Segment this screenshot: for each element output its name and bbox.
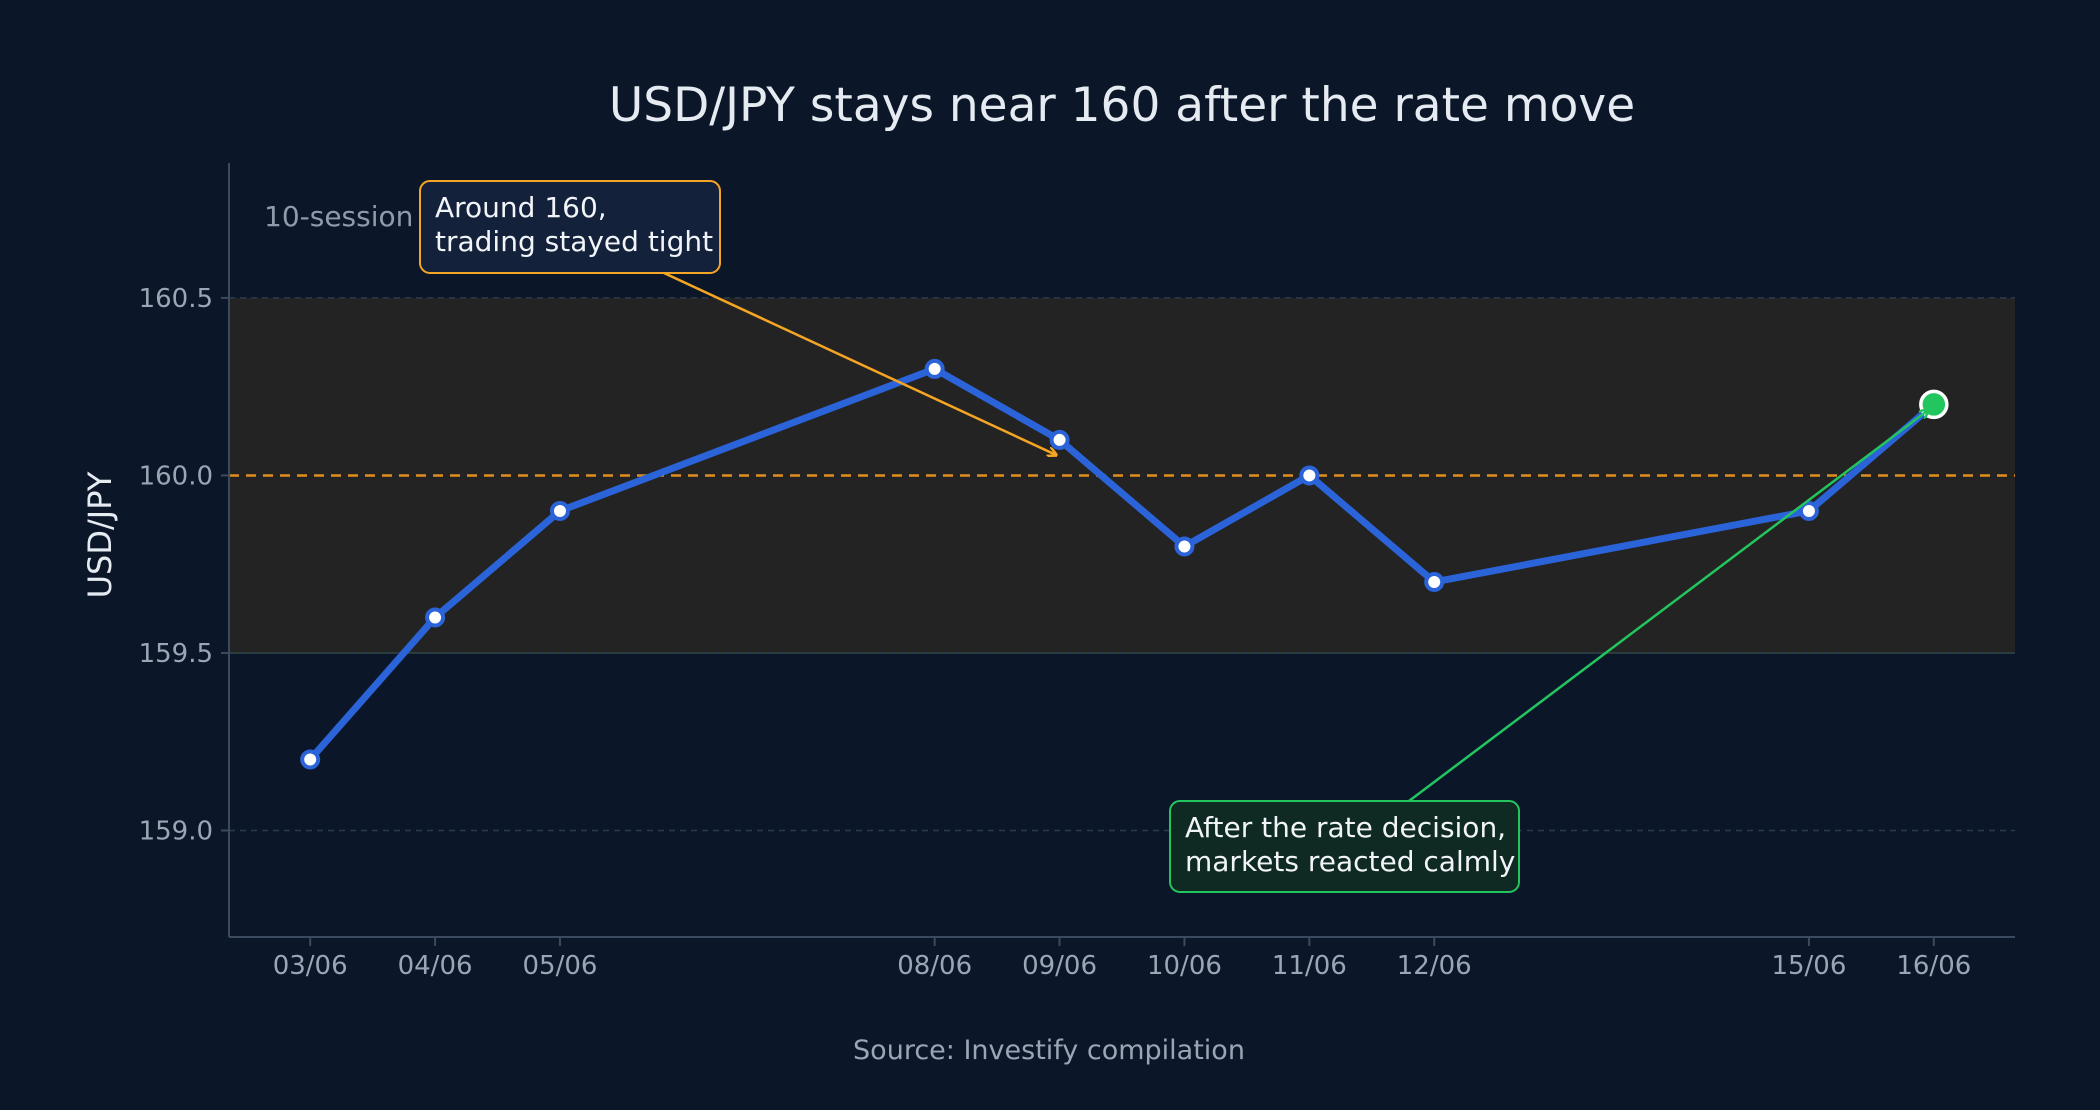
grid-layer	[229, 297, 2015, 832]
x-tick-label: 12/06	[1397, 951, 1472, 981]
annotation-rate-decision: After the rate decision,markets reacted …	[1169, 800, 1520, 893]
x-tick-label: 08/06	[897, 951, 972, 981]
series-line	[306, 365, 1938, 763]
source-note: Source: Investify compilation	[853, 1035, 1245, 1066]
annotation-text: Around 160,	[435, 191, 607, 224]
series-layer	[300, 358, 1949, 770]
y-tick-label: 160.5	[139, 284, 213, 314]
data-point	[300, 749, 321, 770]
x-tick-labels: 03/06 04/06 05/06 08/06 09/06 10/06 11/06 12/06…	[273, 937, 1971, 981]
x-tick-label: 09/06	[1022, 951, 1097, 981]
y-tick-labels: 159.0 159.5 160.0 160.5	[139, 284, 229, 846]
axis-layer	[228, 163, 2015, 938]
y-tick-label: 159.0	[139, 816, 213, 846]
band-label: 10-session	[264, 200, 413, 233]
x-tick-label: 15/06	[1771, 951, 1846, 981]
x-tick-label: 03/06	[273, 951, 348, 981]
data-point	[924, 358, 945, 379]
x-tick-label: 11/06	[1272, 951, 1347, 981]
annotation-box	[1169, 800, 1520, 893]
annotation-rate-decision-arrow	[1408, 410, 1928, 802]
data-point	[1798, 500, 1819, 521]
y-axis-title: USD/JPY	[81, 471, 119, 598]
y-tick-label: 159.5	[139, 639, 213, 669]
annotation-text: trading stayed tight	[435, 225, 713, 258]
data-point	[1299, 465, 1320, 486]
data-point	[549, 500, 570, 521]
annotation-rate-range-arrow	[663, 271, 1056, 455]
x-tick-label: 04/06	[398, 951, 473, 981]
annotation-layer: Around 160,trading stayed tight After the…	[419, 180, 1928, 893]
data-point	[425, 607, 446, 628]
data-point	[1424, 571, 1445, 592]
annotation-box	[419, 180, 721, 274]
annotation-text: markets reacted calmly	[1185, 845, 1515, 878]
x-tick-label: 10/06	[1147, 951, 1222, 981]
x-tick-label: 05/06	[523, 951, 598, 981]
data-point	[1174, 536, 1195, 557]
x-tick-label: 16/06	[1896, 951, 1971, 981]
chart-title: USD/JPY stays near 160 after the rate mo…	[609, 78, 1635, 133]
y-tick-label: 160.0	[139, 461, 213, 491]
data-point	[1049, 429, 1070, 450]
annotation-rate-range: Around 160,trading stayed tight	[419, 180, 721, 274]
annotation-text: After the rate decision,	[1185, 811, 1506, 844]
